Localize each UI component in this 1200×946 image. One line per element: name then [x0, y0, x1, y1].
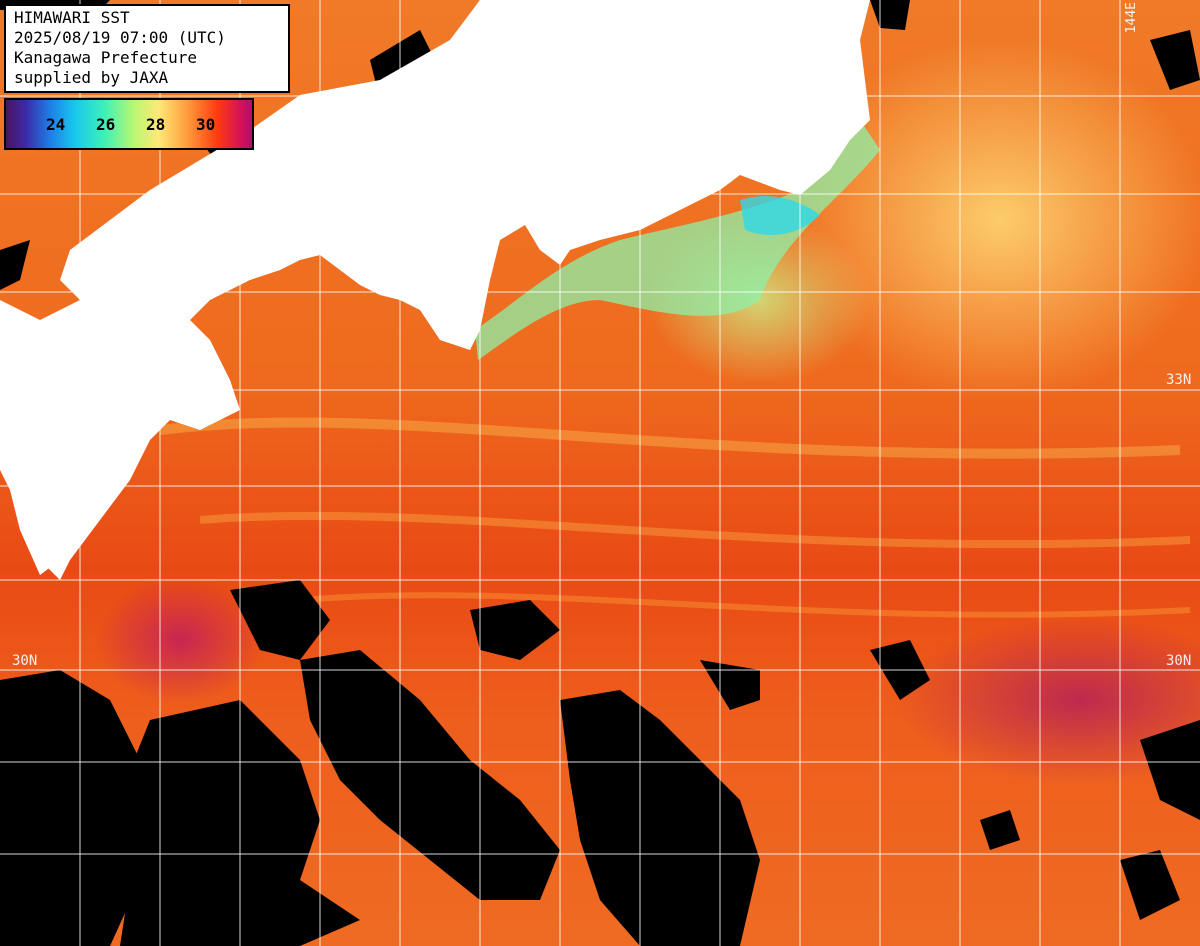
lon-label-144e: 144E	[1124, 2, 1139, 34]
lat-label-30n-left: 30N	[12, 653, 38, 669]
legend-tick-26: 26	[96, 115, 116, 134]
temperature-color-legend: 24 26 28 30	[4, 98, 254, 150]
info-title: HIMAWARI SST	[14, 8, 130, 27]
legend-tick-30: 30	[196, 115, 216, 134]
legend-tick-24: 24	[46, 115, 66, 134]
map-info-box: HIMAWARI SST 2025/08/19 07:00 (UTC) Kana…	[4, 4, 290, 93]
land	[0, 0, 870, 580]
lat-label-33-left: 33	[12, 372, 29, 388]
lon-label-136e: 136E	[484, 2, 499, 34]
info-supplier: supplied by JAXA	[14, 68, 169, 87]
lat-label-30n-right: 30N	[1166, 653, 1192, 669]
legend-tick-28: 28	[146, 115, 166, 134]
info-datetime: 2025/08/19 07:00 (UTC)	[14, 28, 226, 47]
warm-water-streaks	[159, 417, 1191, 618]
info-agency: Kanagawa Prefecture	[14, 48, 198, 67]
lat-label-33n-right: 33N	[1166, 372, 1192, 388]
